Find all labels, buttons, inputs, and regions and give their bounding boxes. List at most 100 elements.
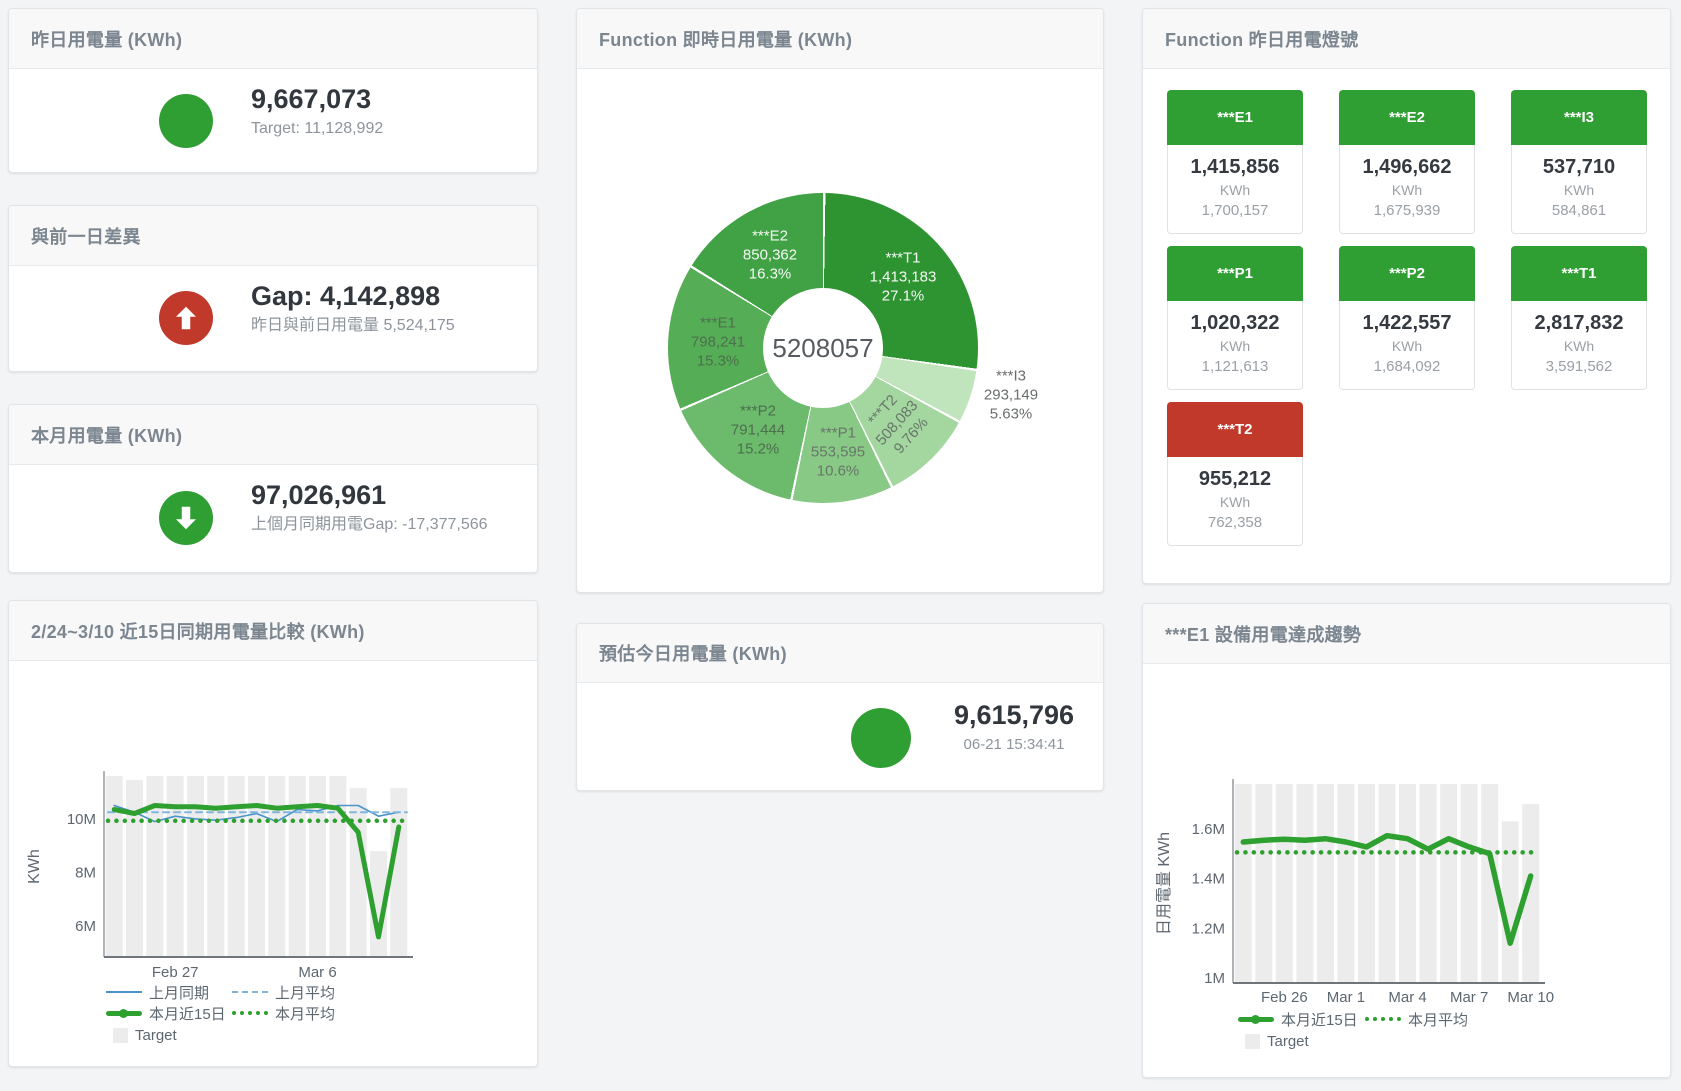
card-e1-trend-title: ***E1 設備用電達成趨勢 [1165,624,1362,645]
legend-label-this-month-avg: 本月平均 [275,1005,336,1023]
svg-text:8M: 8M [75,865,96,882]
compare-chart-canvas[interactable]: 6M 8M 10M Feb 27 Mar 6 KWh [9,661,539,1066]
svg-text:10M: 10M [67,811,96,828]
tile-p2-value: 1,422,557 [1362,312,1452,334]
arrow-up-circle-icon [159,291,213,345]
e1-trend-chart-canvas[interactable]: 1M 1.2M 1.4M 1.6M Feb 26 Mar 1 Mar 4 Mar 7 Mar 1… [1143,664,1672,1077]
legend-last-month-avg[interactable]: 上月平均 [232,982,335,1002]
legend-this-month-line[interactable]: 本月近15日 [106,1003,226,1023]
svg-text:6M: 6M [75,918,96,935]
tile-e1-target: 1,700,157 [1201,202,1269,219]
card-realtime-donut: Function 即時日用電量 (KWh) 5208057 ***T1 1,41… [576,8,1104,593]
estimate-timestamp: 06-21 15:34:41 [963,736,1065,753]
status-tile-e1: ***E1 1,415,856 KWh 1,700,157 [1167,90,1303,234]
legend-label-e1-target: Target [1267,1032,1309,1050]
card-lights-header: Function 昨日用電燈號 [1143,9,1670,69]
status-tile-i3: ***I3 537,710 KWh 584,861 [1511,90,1647,234]
tile-p1-target: 1,121,613 [1201,358,1269,375]
legend-swatch-this-month-line [106,1008,142,1018]
svg-text:日用電量 KWh: 日用電量 KWh [1156,832,1173,935]
donut-label-t1: ***T1 1,413,183 27.1% [869,249,937,305]
legend-this-month-avg[interactable]: 本月平均 [232,1003,335,1023]
card-e1-trend-header: ***E1 設備用電達成趨勢 [1143,604,1670,664]
legend-swatch-e1-avg [1365,1017,1401,1021]
legend-label-e1-line: 本月近15日 [1281,1011,1358,1029]
card-realtime-header: Function 即時日用電量 (KWh) [577,9,1103,69]
tile-p1-value: 1,020,322 [1190,312,1280,334]
card-month-header: 本月用電量 (KWh) [9,405,537,465]
tile-i3-target: 584,861 [1551,202,1607,219]
down-arrow-icon [176,506,196,530]
status-tile-p1: ***P1 1,020,322 KWh 1,121,613 [1167,246,1303,390]
up-arrow-icon [176,306,196,330]
status-tile-t2: ***T2 955,212 KWh 762,358 [1167,402,1303,546]
tile-e1-value: 1,415,856 [1190,156,1280,178]
tile-i3-name: ***I3 [1511,90,1647,145]
card-yesterday-header: 昨日用電量 (KWh) [9,9,537,69]
card-lights: Function 昨日用電燈號 ***E1 1,415,856 KWh 1,70… [1142,8,1671,584]
svg-text:1.4M: 1.4M [1192,871,1225,888]
svg-text:1.6M: 1.6M [1192,821,1225,838]
svg-text:Mar 4: Mar 4 [1388,989,1426,1006]
yesterday-usage-target: Target: 11,128,992 [251,120,384,137]
legend-swatch-e1-target [1245,1033,1260,1049]
legend-swatch-last-month-line [106,991,142,993]
tile-t1-value: 2,817,832 [1534,312,1624,334]
tile-t2-name: ***T2 [1167,402,1303,457]
tile-e2-name: ***E2 [1339,90,1475,145]
donut-label-p1: ***P1 553,595 10.6% [810,424,866,480]
card-compare-chart: 2/24~3/10 近15日同期用電量比較 (KWh) 6M 8M 10M Feb 2… [8,600,538,1067]
tile-p1-name: ***P1 [1167,246,1303,301]
estimate-value: 9,615,796 [953,700,1075,730]
card-compare-title: 2/24~3/10 近15日同期用電量比較 (KWh) [31,621,365,642]
svg-text:Mar 10: Mar 10 [1507,989,1554,1006]
tile-t2-value: 955,212 [1198,468,1272,490]
tile-p1-unit: KWh [1219,338,1251,354]
svg-text:Mar 7: Mar 7 [1450,989,1488,1006]
arrow-down-circle-icon [159,491,213,545]
svg-text:Mar 1: Mar 1 [1327,989,1365,1006]
tile-t1-target: 3,591,562 [1545,358,1613,375]
tile-e2-value: 1,496,662 [1362,156,1452,178]
card-yesterday-usage: 昨日用電量 (KWh) 9,667,073 Target: 11,128,992 [8,8,538,173]
month-usage-value: 97,026,961 [251,480,387,510]
legend-last-month-line[interactable]: 上月同期 [106,982,209,1002]
legend-e1-target[interactable]: Target [1245,1031,1309,1051]
tile-p2-unit: KWh [1391,338,1423,354]
legend-swatch-e1-line [1238,1014,1274,1024]
donut-label-e1: ***E1 798,241 15.3% [690,314,746,370]
legend-label-last-month-line: 上月同期 [149,984,210,1002]
card-compare-header: 2/24~3/10 近15日同期用電量比較 (KWh) [9,601,537,661]
legend-swatch-this-month-avg [232,1011,268,1015]
legend-e1-this-month-line[interactable]: 本月近15日 [1238,1009,1358,1029]
legend-label-target: Target [135,1026,177,1044]
tile-i3-value: 537,710 [1542,156,1616,178]
card-day-gap-title: 與前一日差異 [31,226,141,247]
donut-label-e2: ***E2 850,362 16.3% [742,227,798,283]
svg-text:1M: 1M [1204,970,1225,987]
tile-t1-unit: KWh [1563,338,1595,354]
tile-t1-name: ***T1 [1511,246,1647,301]
legend-e1-this-month-avg[interactable]: 本月平均 [1365,1009,1468,1029]
status-tile-e2: ***E2 1,496,662 KWh 1,675,939 [1339,90,1475,234]
legend-swatch-target [113,1027,128,1043]
tile-t2-unit: KWh [1219,494,1251,510]
day-gap-value: Gap: 4,142,898 [251,281,441,311]
card-realtime-title: Function 即時日用電量 (KWh) [599,29,853,50]
yesterday-usage-value: 9,667,073 [251,84,372,114]
card-estimate-today: 預估今日用電量 (KWh) 9,615,796 06-21 15:34:41 [576,623,1104,791]
legend-target[interactable]: Target [113,1025,177,1045]
tile-p2-target: 1,684,092 [1373,358,1441,375]
lights-grid: ***E1 1,415,856 KWh 1,700,157 ***E2 1,49… [1167,90,1647,546]
svg-text:KWh: KWh [26,849,43,884]
legend-swatch-last-month-avg [232,991,268,993]
tile-t2-target: 762,358 [1207,514,1263,531]
month-usage-gap: 上個月同期用電Gap: -17,377,566 [251,516,488,533]
legend-label-last-month-avg: 上月平均 [275,984,336,1002]
card-day-gap-header: 與前一日差異 [9,206,537,266]
tile-p2-name: ***P2 [1339,246,1475,301]
tile-e1-unit: KWh [1219,182,1251,198]
card-month-title: 本月用電量 (KWh) [31,425,183,446]
svg-text:Mar 6: Mar 6 [298,964,336,981]
card-estimate-header: 預估今日用電量 (KWh) [577,624,1103,683]
